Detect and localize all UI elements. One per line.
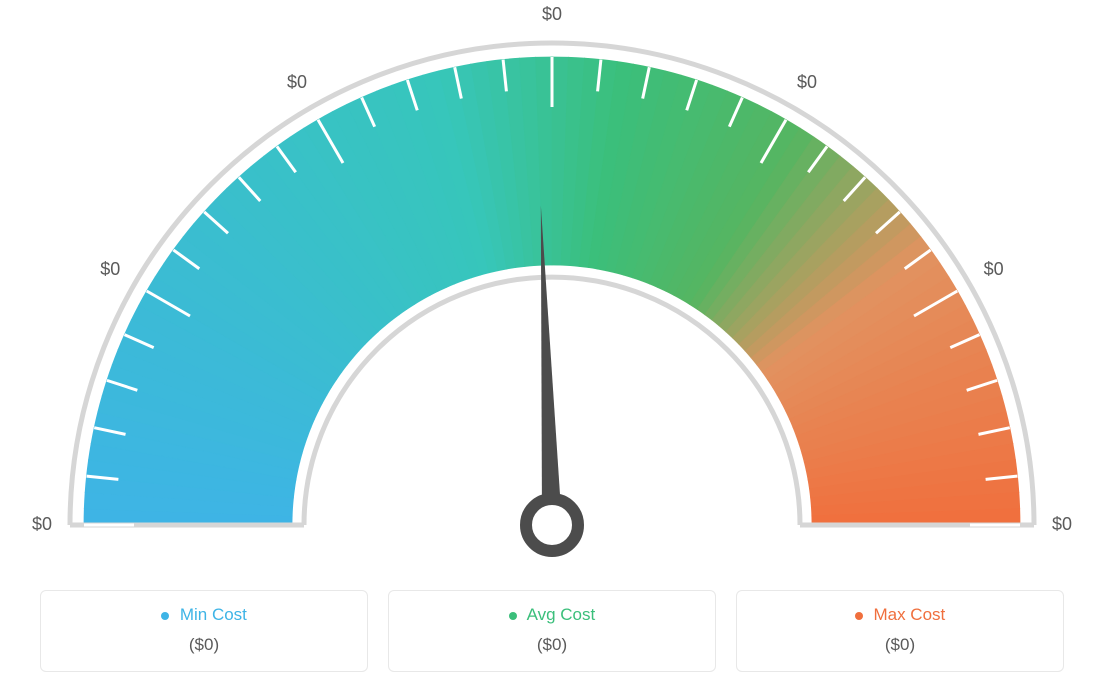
tick-label: $0 bbox=[287, 72, 307, 92]
card-avg: Avg Cost ($0) bbox=[388, 590, 716, 672]
tick-label: $0 bbox=[542, 4, 562, 24]
legend-cards: Min Cost ($0) Avg Cost ($0) Max Cost ($0… bbox=[40, 590, 1064, 672]
card-avg-value: ($0) bbox=[399, 635, 705, 655]
card-max: Max Cost ($0) bbox=[736, 590, 1064, 672]
card-avg-label: Avg Cost bbox=[527, 605, 596, 624]
card-max-label: Max Cost bbox=[873, 605, 945, 624]
tick-label: $0 bbox=[1052, 514, 1072, 534]
card-min: Min Cost ($0) bbox=[40, 590, 368, 672]
card-max-value: ($0) bbox=[747, 635, 1053, 655]
card-min-title: Min Cost bbox=[51, 605, 357, 625]
gauge-area: $0 $0 $0 $0 $0 $0 $0 bbox=[0, 0, 1104, 560]
tick-label: $0 bbox=[797, 72, 817, 92]
card-avg-title: Avg Cost bbox=[399, 605, 705, 625]
tick-label: $0 bbox=[32, 514, 52, 534]
tick-label: $0 bbox=[984, 259, 1004, 279]
card-min-label: Min Cost bbox=[180, 605, 247, 624]
gauge-svg: $0 $0 $0 $0 $0 $0 $0 bbox=[0, 0, 1104, 560]
card-min-value: ($0) bbox=[51, 635, 357, 655]
gauge-hub bbox=[526, 499, 578, 551]
tick-label: $0 bbox=[100, 259, 120, 279]
dot-avg bbox=[509, 612, 517, 620]
card-max-title: Max Cost bbox=[747, 605, 1053, 625]
gauge-chart-container: $0 $0 $0 $0 $0 $0 $0 Min Cost ($0) Avg Cost ($… bbox=[0, 0, 1104, 690]
dot-max bbox=[855, 612, 863, 620]
dot-min bbox=[161, 612, 169, 620]
